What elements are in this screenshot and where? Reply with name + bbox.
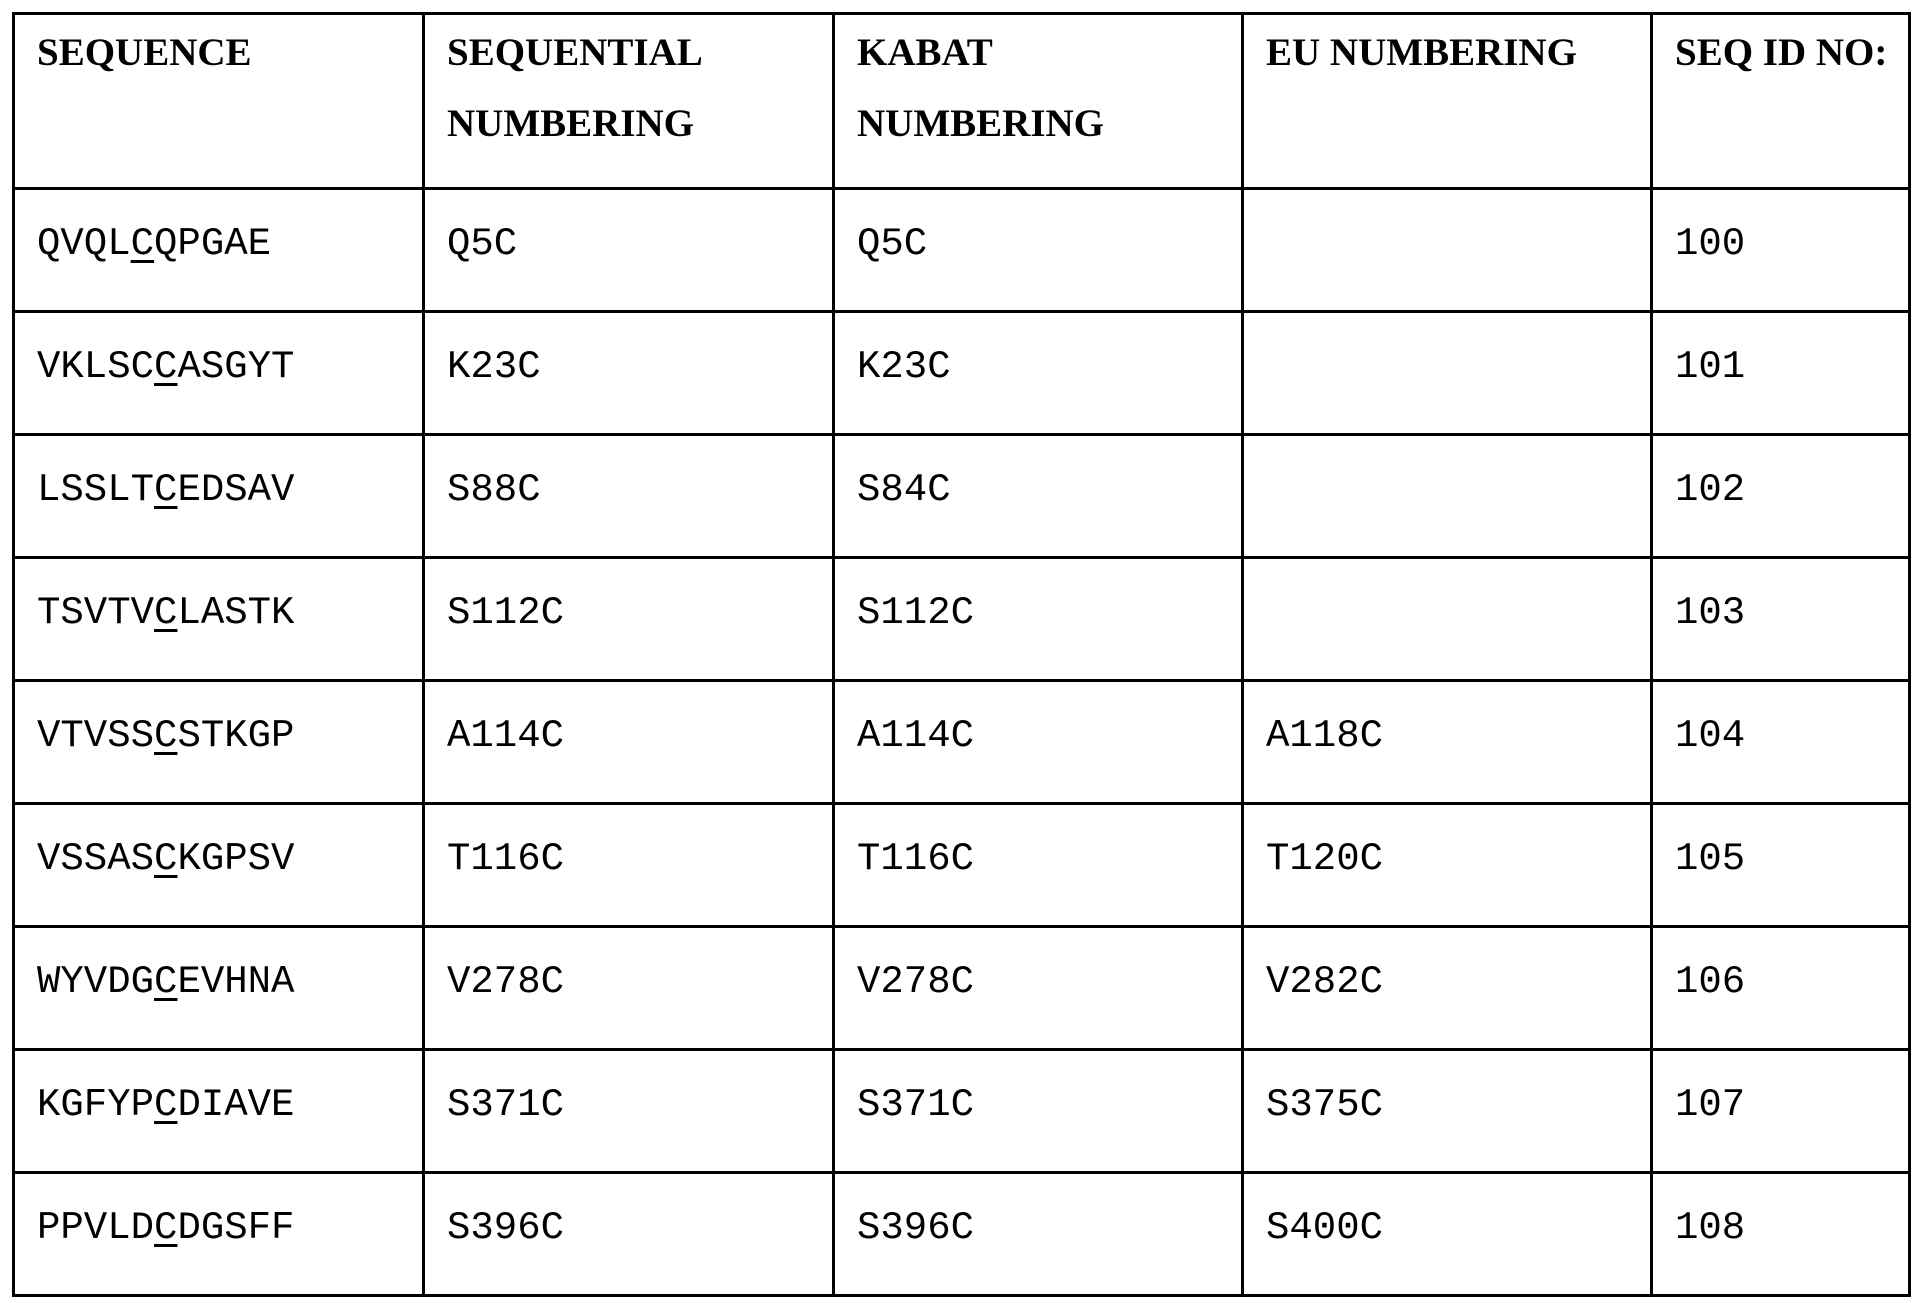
sequence-part: DGSFF — [177, 1206, 294, 1250]
cell-seq-id: 104 — [1652, 681, 1910, 804]
cell-sequential-numbering: S88C — [424, 435, 834, 558]
cell-kabat-numbering: S112C — [834, 558, 1243, 681]
sequence-part: KGPSV — [177, 837, 294, 881]
cell-seq-id: 103 — [1652, 558, 1910, 681]
cell-kabat-numbering: S396C — [834, 1173, 1243, 1296]
sequence-part: PPVLD — [37, 1206, 154, 1250]
header-sequence: SEQUENCE — [14, 14, 424, 189]
table-row: TSVTVCLASTKS112CS112C103 — [14, 558, 1910, 681]
cell-sequence: KGFYPCDIAVE — [14, 1050, 424, 1173]
cell-kabat-numbering: K23C — [834, 312, 1243, 435]
header-sequential-numbering: SEQUENTIAL NUMBERING — [424, 14, 834, 189]
sequence-part: LSSLT — [37, 468, 154, 512]
cell-seq-id: 102 — [1652, 435, 1910, 558]
cell-eu-numbering — [1243, 189, 1652, 312]
table-row: LSSLTCEDSAVS88CS84C102 — [14, 435, 1910, 558]
table-row: QVQLCQPGAEQ5CQ5C100 — [14, 189, 1910, 312]
sequence-part: KGFYP — [37, 1083, 154, 1127]
cell-seq-id: 106 — [1652, 927, 1910, 1050]
cell-eu-numbering — [1243, 312, 1652, 435]
cell-sequence: QVQLCQPGAE — [14, 189, 424, 312]
cell-eu-numbering: A118C — [1243, 681, 1652, 804]
cell-seq-id: 100 — [1652, 189, 1910, 312]
cell-eu-numbering: V282C — [1243, 927, 1652, 1050]
mutated-residue: C — [154, 468, 177, 512]
sequence-part: ASGYT — [177, 345, 294, 389]
sequence-part: DIAVE — [177, 1083, 294, 1127]
sequence-part: QPGAE — [154, 222, 271, 266]
cell-kabat-numbering: V278C — [834, 927, 1243, 1050]
table-row: WYVDGCEVHNAV278CV278CV282C106 — [14, 927, 1910, 1050]
cell-seq-id: 108 — [1652, 1173, 1910, 1296]
sequence-table: SEQUENCE SEQUENTIAL NUMBERING KABAT NUMB… — [12, 12, 1911, 1297]
mutated-residue: C — [154, 345, 177, 389]
cell-kabat-numbering: A114C — [834, 681, 1243, 804]
cell-sequential-numbering: Q5C — [424, 189, 834, 312]
sequence-part: STKGP — [177, 714, 294, 758]
sequence-part: WYVDG — [37, 960, 154, 1004]
cell-sequential-numbering: A114C — [424, 681, 834, 804]
mutated-residue: C — [131, 222, 154, 266]
sequence-part: EDSAV — [177, 468, 294, 512]
sequence-part: TSVTV — [37, 591, 154, 635]
header-eu-numbering: EU NUMBERING — [1243, 14, 1652, 189]
sequence-part: VTVSS — [37, 714, 154, 758]
table-row: PPVLDCDGSFFS396CS396CS400C108 — [14, 1173, 1910, 1296]
cell-sequence: LSSLTCEDSAV — [14, 435, 424, 558]
mutated-residue: C — [154, 714, 177, 758]
cell-sequential-numbering: K23C — [424, 312, 834, 435]
cell-seq-id: 107 — [1652, 1050, 1910, 1173]
table-row: KGFYPCDIAVES371CS371CS375C107 — [14, 1050, 1910, 1173]
cell-kabat-numbering: T116C — [834, 804, 1243, 927]
sequence-part: LASTK — [177, 591, 294, 635]
cell-eu-numbering — [1243, 435, 1652, 558]
cell-kabat-numbering: S371C — [834, 1050, 1243, 1173]
cell-sequential-numbering: T116C — [424, 804, 834, 927]
cell-kabat-numbering: S84C — [834, 435, 1243, 558]
cell-kabat-numbering: Q5C — [834, 189, 1243, 312]
cell-seq-id: 105 — [1652, 804, 1910, 927]
mutated-residue: C — [154, 1083, 177, 1127]
sequence-part: VSSAS — [37, 837, 154, 881]
cell-eu-numbering: S375C — [1243, 1050, 1652, 1173]
cell-eu-numbering: S400C — [1243, 1173, 1652, 1296]
cell-sequential-numbering: S396C — [424, 1173, 834, 1296]
header-seq-id: SEQ ID NO: — [1652, 14, 1910, 189]
cell-sequence: VTVSSCSTKGP — [14, 681, 424, 804]
mutated-residue: C — [154, 837, 177, 881]
cell-sequence: PPVLDCDGSFF — [14, 1173, 424, 1296]
table-row: VTVSSCSTKGPA114CA114CA118C104 — [14, 681, 1910, 804]
sequence-part: QVQL — [37, 222, 131, 266]
sequence-part: EVHNA — [177, 960, 294, 1004]
table-row: VSSASCKGPSVT116CT116CT120C105 — [14, 804, 1910, 927]
cell-eu-numbering — [1243, 558, 1652, 681]
cell-sequence: VSSASCKGPSV — [14, 804, 424, 927]
cell-seq-id: 101 — [1652, 312, 1910, 435]
cell-sequence: TSVTVCLASTK — [14, 558, 424, 681]
cell-sequential-numbering: S371C — [424, 1050, 834, 1173]
header-kabat-numbering: KABAT NUMBERING — [834, 14, 1243, 189]
table-row: VKLSCCASGYTK23CK23C101 — [14, 312, 1910, 435]
cell-sequence: VKLSCCASGYT — [14, 312, 424, 435]
cell-sequential-numbering: V278C — [424, 927, 834, 1050]
cell-eu-numbering: T120C — [1243, 804, 1652, 927]
mutated-residue: C — [154, 591, 177, 635]
cell-sequence: WYVDGCEVHNA — [14, 927, 424, 1050]
header-row: SEQUENCE SEQUENTIAL NUMBERING KABAT NUMB… — [14, 14, 1910, 189]
cell-sequential-numbering: S112C — [424, 558, 834, 681]
sequence-part: VKLSC — [37, 345, 154, 389]
mutated-residue: C — [154, 1206, 177, 1250]
mutated-residue: C — [154, 960, 177, 1004]
